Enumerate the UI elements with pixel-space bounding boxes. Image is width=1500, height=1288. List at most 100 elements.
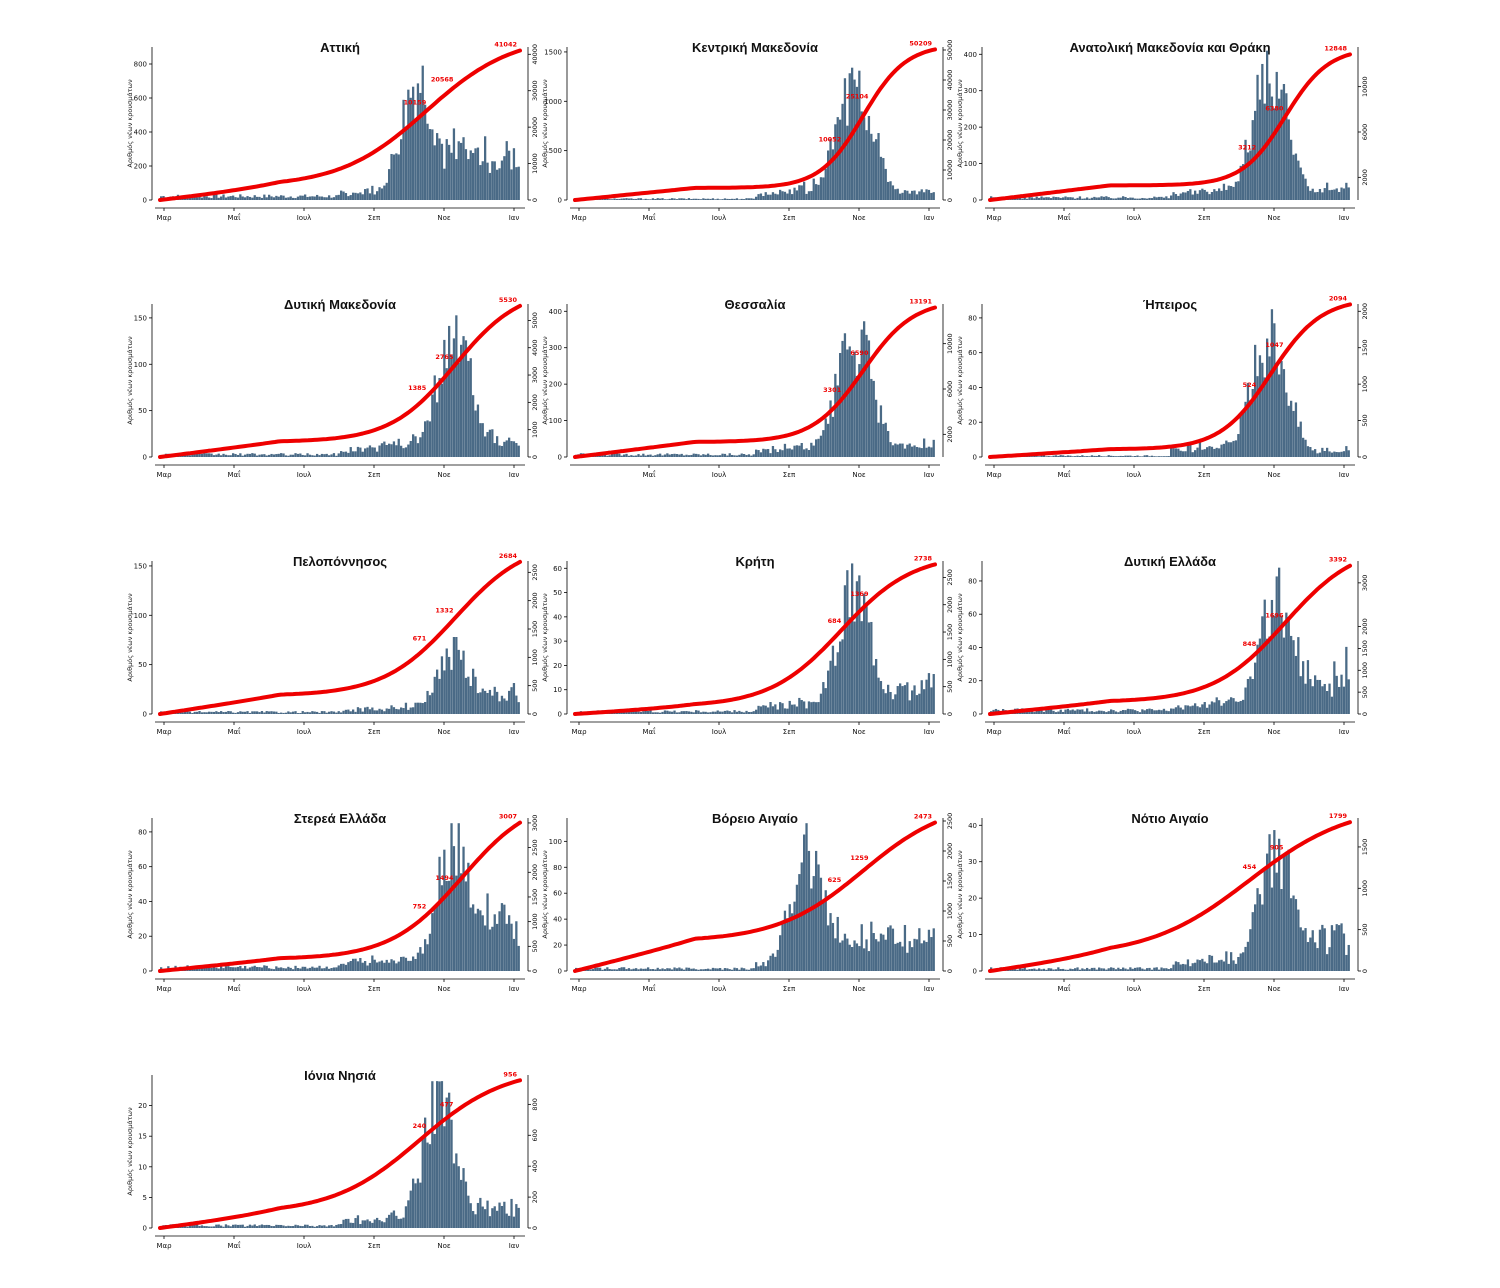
bar (1141, 709, 1144, 714)
bar (906, 444, 909, 457)
left-tick-label: 20 (553, 662, 562, 670)
bar (1189, 189, 1192, 200)
left-tick-label: 10 (553, 686, 562, 694)
bar (383, 185, 386, 200)
bar (308, 712, 312, 714)
bar (318, 196, 321, 200)
chart-title: Κεντρική Μακεδονία (692, 40, 818, 55)
bar (1126, 455, 1130, 457)
bar (618, 198, 621, 200)
bar (1069, 455, 1072, 457)
bar (1222, 703, 1226, 714)
bar (196, 968, 199, 971)
x-tick-label: Ιαν (1339, 728, 1350, 736)
bar (469, 907, 472, 971)
left-tick-label: 80 (553, 864, 562, 872)
bar (1059, 197, 1062, 200)
bar (196, 453, 199, 457)
right-tick-label: 0 (531, 198, 539, 202)
bar (383, 441, 386, 457)
bar (457, 649, 460, 714)
bar (623, 198, 626, 200)
cumulative-line (573, 820, 937, 973)
bar (654, 199, 657, 200)
bar (330, 711, 333, 714)
bar (786, 708, 789, 714)
bar (1026, 710, 1029, 714)
bar (392, 960, 396, 971)
bar (1090, 711, 1094, 714)
bar (431, 913, 434, 971)
bar (1292, 410, 1295, 457)
bar (899, 941, 902, 971)
bar (1266, 338, 1269, 457)
right-tick-label: 40000 (946, 70, 954, 91)
bar (1165, 456, 1168, 457)
cumulative-label: 524 (1243, 381, 1257, 389)
bar (1146, 455, 1149, 457)
bar (457, 1166, 460, 1228)
bar (721, 199, 724, 200)
bar (1114, 969, 1118, 971)
bar (810, 888, 813, 971)
bar (728, 711, 731, 714)
bar (776, 194, 779, 200)
bar (220, 455, 223, 457)
bar (1040, 969, 1043, 971)
x-tick-label: Μαΐ (227, 1241, 241, 1250)
bar (426, 420, 429, 457)
bar (467, 360, 470, 457)
bar (452, 846, 456, 971)
bar (239, 1224, 242, 1228)
right-tick-label: 1500 (1361, 839, 1369, 856)
bar (848, 617, 851, 714)
bar (673, 710, 676, 714)
bar (1093, 455, 1096, 457)
bar (445, 139, 448, 200)
bar (332, 711, 336, 714)
bar (656, 967, 659, 971)
bar (783, 708, 787, 714)
bar (397, 154, 400, 200)
bar (1268, 356, 1271, 457)
bar (1057, 711, 1060, 714)
bar (1266, 853, 1269, 971)
bar (268, 1224, 271, 1228)
bar (1131, 197, 1134, 200)
x-tick-label: Μαΐ (642, 470, 656, 479)
bar (1278, 567, 1281, 714)
bar (419, 92, 422, 200)
bar (1090, 455, 1094, 457)
bar (747, 969, 751, 971)
bar (313, 455, 316, 457)
bar (1232, 960, 1235, 971)
bar (1158, 709, 1161, 714)
bar (512, 148, 516, 200)
bar (383, 1222, 386, 1228)
bar (795, 190, 799, 200)
bar (1179, 450, 1182, 457)
right-tick-label: 1500 (1361, 640, 1369, 657)
bar (788, 904, 791, 971)
bar (239, 711, 242, 714)
bar (1083, 198, 1086, 200)
bar (277, 453, 280, 457)
bar (1078, 456, 1082, 457)
bar (335, 712, 338, 714)
bar (1076, 455, 1079, 457)
bar (1170, 447, 1173, 457)
bar (1278, 838, 1281, 971)
bar (899, 683, 902, 714)
bar (481, 688, 484, 714)
bar (726, 455, 729, 457)
bar (220, 711, 223, 714)
bar (349, 1222, 352, 1228)
bar (1210, 701, 1214, 714)
bar (368, 962, 372, 971)
chart-svg: Αριθμός νέων κρουσμάτων02040608005001000… (956, 556, 1369, 736)
bar (668, 711, 671, 714)
bar (222, 712, 225, 714)
bar (210, 711, 213, 714)
bar (738, 199, 741, 200)
bar (627, 198, 631, 200)
